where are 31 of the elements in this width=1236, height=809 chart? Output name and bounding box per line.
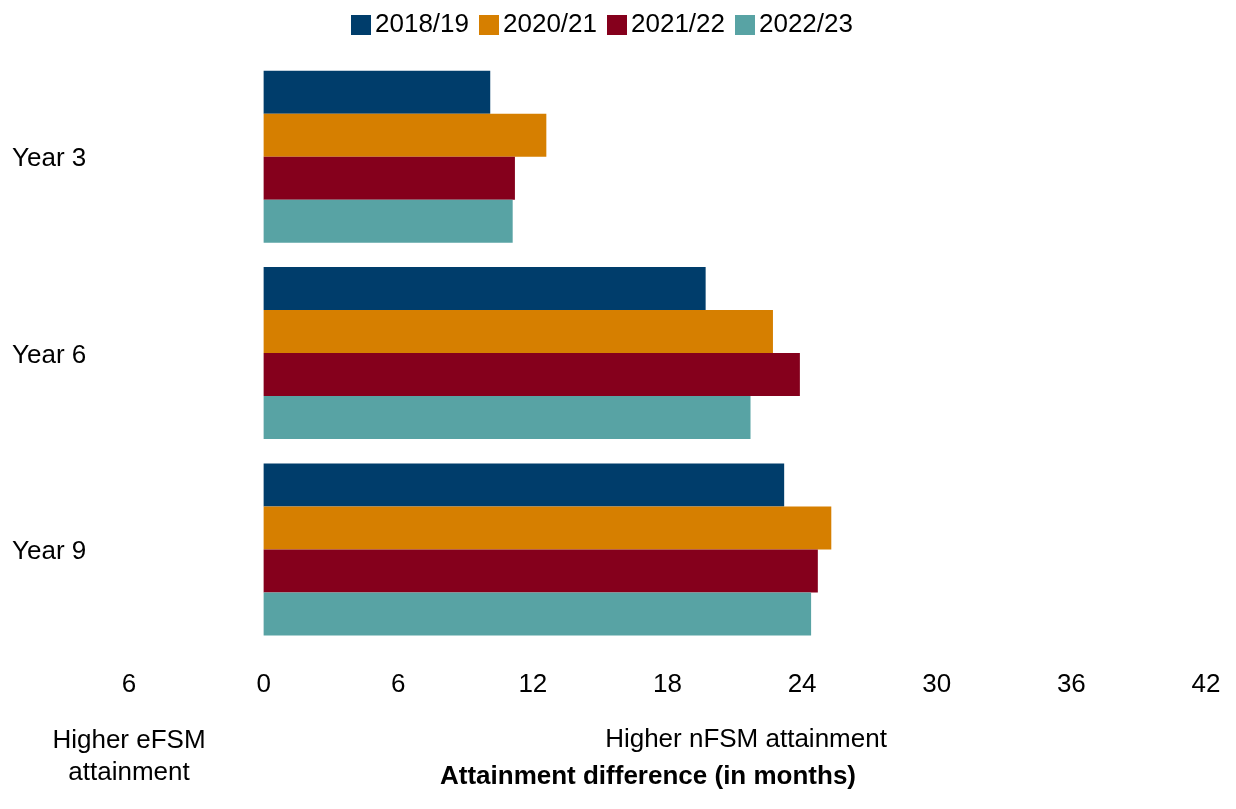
bar: [263, 70, 491, 114]
x-tick-label: 6: [121, 668, 137, 699]
legend-label: 2022/23: [758, 8, 853, 38]
x-tick-label: 42: [1191, 668, 1221, 699]
y-tick-label: Year 3: [12, 142, 87, 173]
x-tick-label: 30: [922, 668, 952, 699]
text: Higher eFSM attainment: [51, 723, 207, 787]
legend-label: 2018/19: [375, 8, 470, 38]
x-tick-label: 12: [518, 668, 548, 699]
bar: [263, 506, 832, 550]
bar: [263, 592, 812, 636]
y-tick-label: Year 9: [12, 534, 87, 565]
bar: [263, 310, 773, 354]
x-tick-label: 36: [1056, 668, 1086, 699]
bar: [263, 549, 818, 593]
text: Higher nFSM attainment: [604, 723, 888, 754]
x-axis-title: Attainment difference (in months): [439, 760, 857, 791]
bar: [263, 353, 800, 397]
bar: [263, 267, 706, 311]
x-tick-label: 18: [653, 668, 682, 699]
bar: [263, 156, 515, 200]
bar: [263, 396, 751, 440]
legend-label: 2020/21: [503, 8, 597, 38]
bar: [263, 113, 547, 157]
x-tick-label: 0: [256, 668, 271, 699]
y-tick-label: Year 6: [12, 338, 87, 369]
x-tick-label: 24: [787, 668, 817, 699]
bar: [263, 199, 513, 243]
bar: [263, 463, 785, 507]
x-tick-label: 6: [391, 668, 406, 699]
legend-label: 2021/22: [631, 8, 725, 38]
